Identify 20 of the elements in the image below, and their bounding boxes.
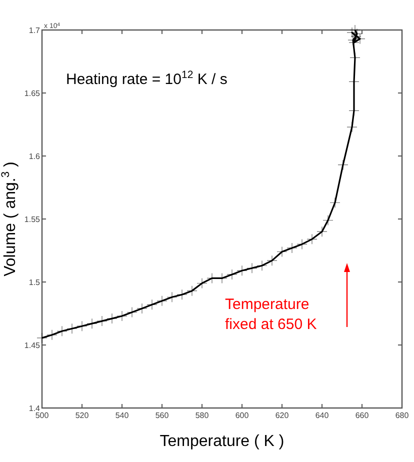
annotation: Heating rate = 10$^{12}$ K / s — [66, 69, 228, 88]
x-tick-label: 520 — [75, 411, 90, 420]
y-tick-label: 1.4 — [28, 404, 41, 413]
x-tick-label: 560 — [155, 411, 170, 420]
x-tick-label: 600 — [235, 411, 250, 420]
y-tick-label: 1.7 — [28, 26, 41, 35]
x-tick-label: 660 — [355, 411, 370, 420]
y-tick-label: 1.5 — [28, 278, 41, 287]
x-tick-label: 680 — [395, 411, 410, 420]
x-tick-label: 540 — [115, 411, 130, 420]
x-tick-label: 620 — [275, 411, 290, 420]
y-tick-label: 1.6 — [28, 152, 41, 161]
x-tick-label: 500 — [35, 411, 50, 420]
x-axis-title: Temperature ( K ) — [160, 433, 284, 450]
x-tick-label: 580 — [195, 411, 210, 420]
y-tick-label: 1.45 — [24, 341, 41, 350]
y-tick-label: 1.55 — [24, 215, 41, 224]
y-tick-label: 1.65 — [24, 89, 41, 98]
x-tick-label: 640 — [315, 411, 330, 420]
annotation: Temperature fixed at 650 K — [225, 296, 317, 333]
